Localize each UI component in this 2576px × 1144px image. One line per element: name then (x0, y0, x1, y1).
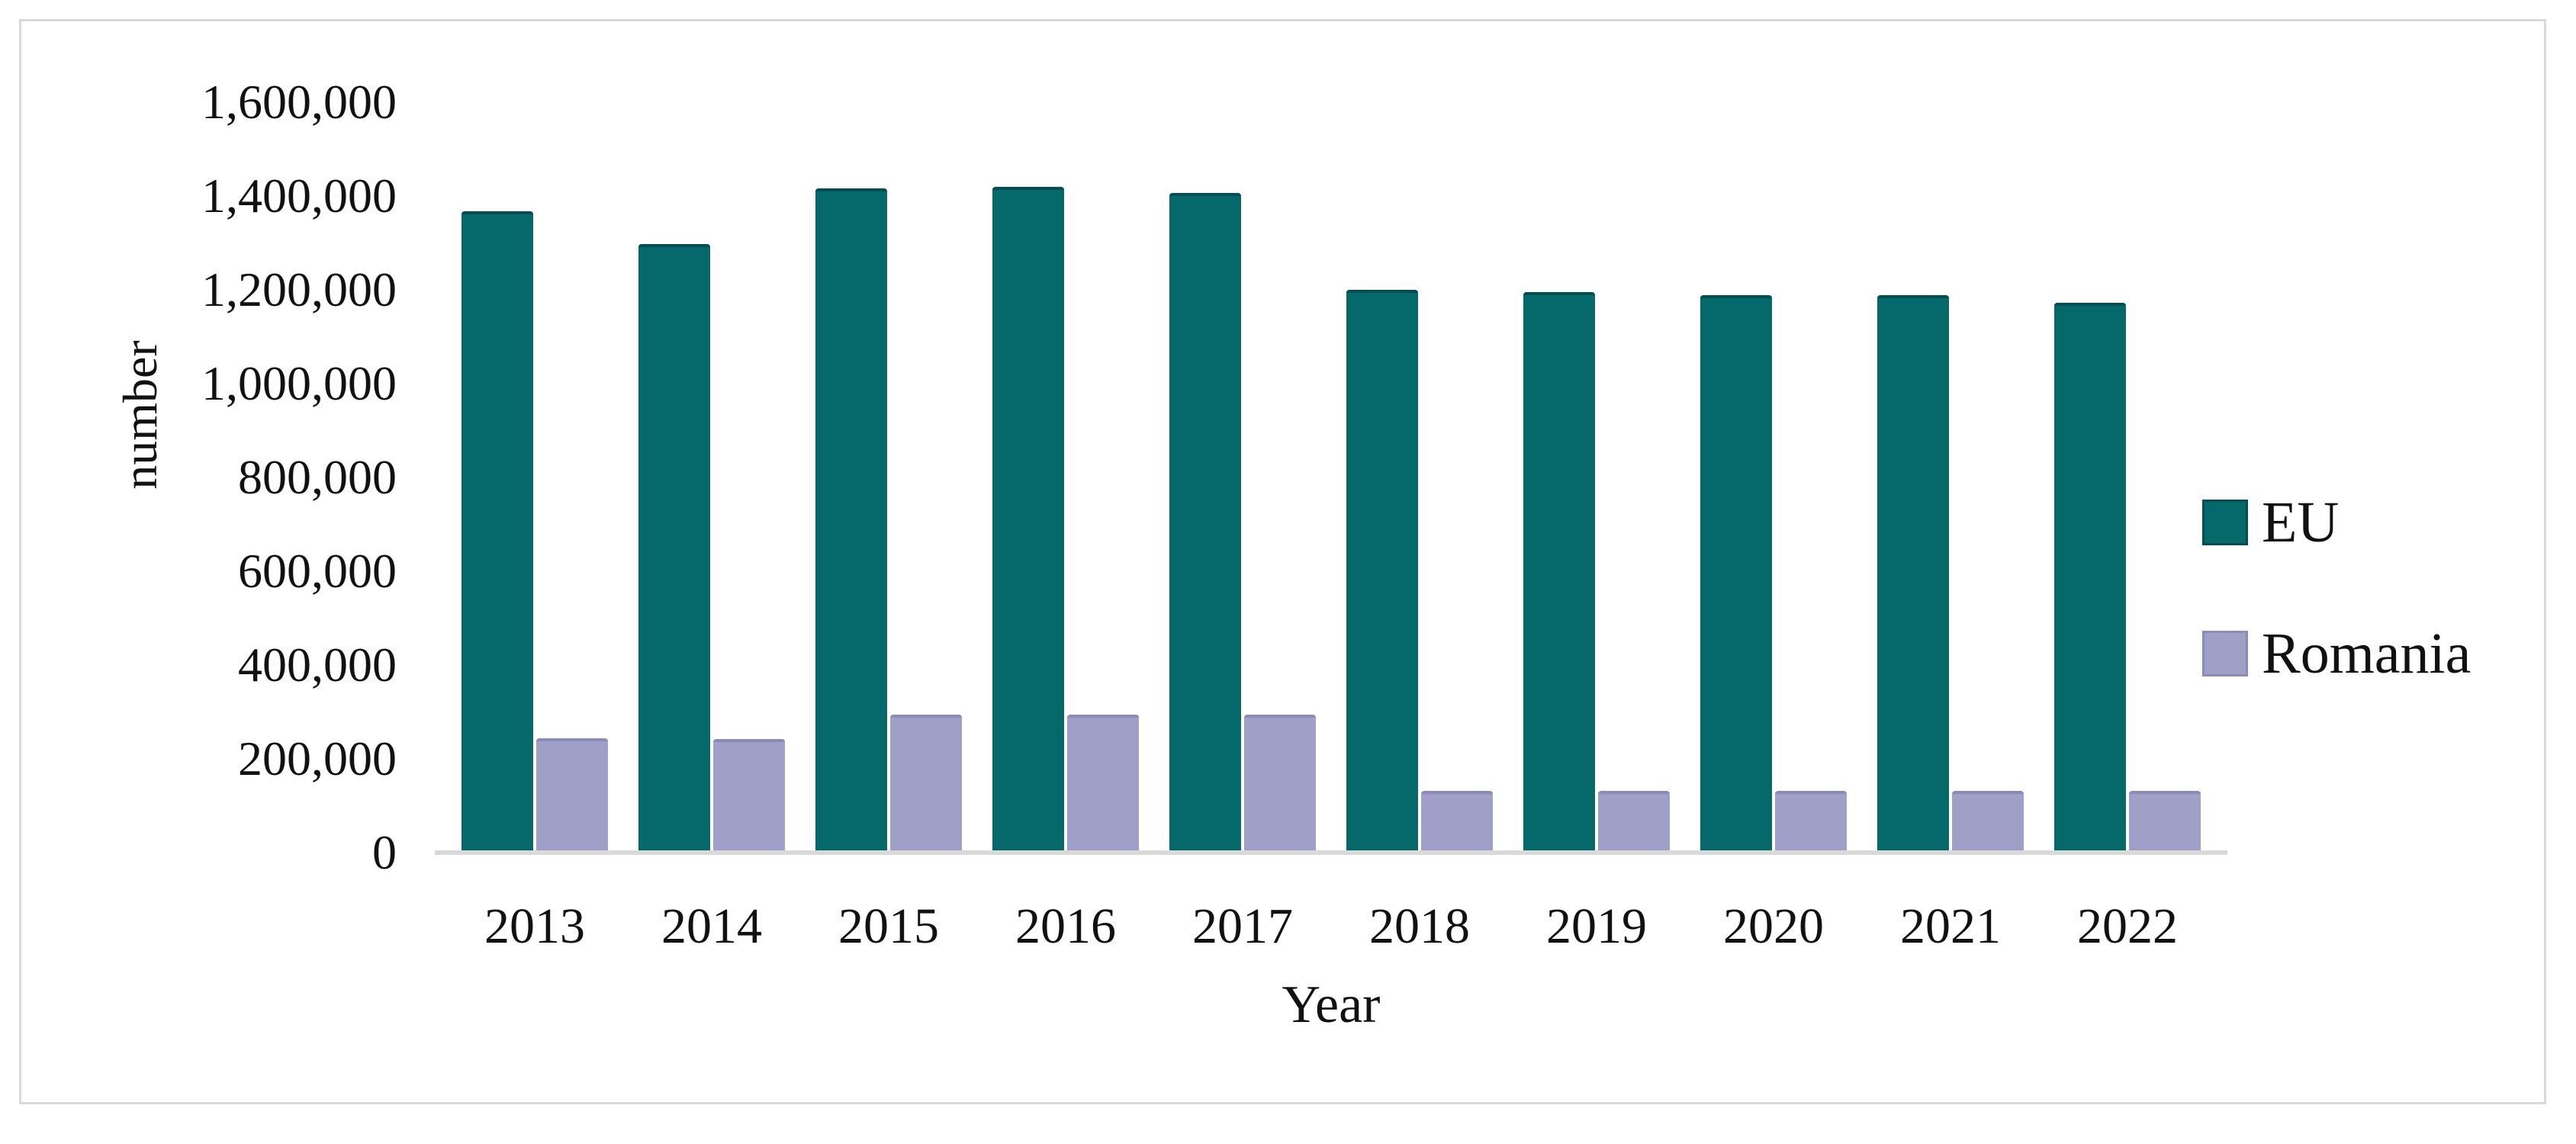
x-axis-line (435, 850, 2227, 855)
bar-group-2022 (2039, 102, 2216, 853)
bar-group-2014 (623, 102, 800, 853)
bar-romania-2021 (1952, 791, 2024, 853)
x-tick-label-2018: 2018 (1369, 898, 1470, 954)
bar-romania-2015 (890, 715, 962, 853)
legend: EU Romania (2202, 493, 2471, 683)
bar-eu-2017 (1169, 193, 1241, 853)
bar-romania-2013 (536, 738, 608, 853)
bar-romania-2016 (1067, 715, 1139, 853)
bar-group-2015 (800, 102, 977, 853)
x-tick-label-2021: 2021 (1900, 898, 2001, 954)
x-axis-title: Year (1282, 975, 1381, 1034)
bar-group-2016 (977, 102, 1154, 853)
legend-swatch-eu (2202, 500, 2248, 545)
bar-romania-2014 (713, 739, 785, 853)
bar-eu-2021 (1877, 295, 1949, 853)
bar-romania-2017 (1244, 715, 1316, 853)
y-tick-label: 1,000,000 (201, 356, 397, 410)
y-tick-label: 200,000 (238, 731, 397, 786)
x-tick-label-2022: 2022 (2077, 898, 2178, 954)
x-tick-label-2013: 2013 (484, 898, 585, 954)
bar-eu-2022 (2054, 303, 2126, 853)
x-tick-label-2019: 2019 (1546, 898, 1647, 954)
y-tick-label: 1,400,000 (201, 169, 397, 223)
bar-romania-2019 (1598, 791, 1670, 853)
y-tick-label: 1,600,000 (201, 75, 397, 129)
bar-romania-2020 (1775, 791, 1847, 853)
bar-group-2019 (1508, 102, 1685, 853)
legend-label-eu: EU (2262, 490, 2340, 554)
x-tick-label-2015: 2015 (838, 898, 939, 954)
legend-swatch-romania (2202, 631, 2248, 676)
y-tick-label: 0 (372, 825, 397, 879)
y-tick-label: 1,200,000 (201, 262, 397, 317)
bar-eu-2018 (1346, 290, 1418, 853)
x-tick-label-2014: 2014 (661, 898, 762, 954)
bar-eu-2014 (638, 244, 710, 853)
bar-eu-2019 (1523, 292, 1595, 853)
bar-eu-2020 (1700, 295, 1772, 853)
bar-group-2013 (446, 102, 623, 853)
legend-item-eu: EU (2202, 493, 2471, 551)
bar-eu-2016 (992, 187, 1064, 853)
bar-group-2017 (1154, 102, 1331, 853)
bar-group-2018 (1331, 102, 1508, 853)
bar-group-2020 (1685, 102, 1862, 853)
y-tick-label: 800,000 (238, 450, 397, 504)
legend-label-romania: Romania (2262, 622, 2471, 686)
x-tick-label-2017: 2017 (1192, 898, 1293, 954)
bar-eu-2015 (815, 188, 887, 853)
x-tick-label-2016: 2016 (1015, 898, 1116, 954)
y-tick-label: 400,000 (238, 638, 397, 692)
bar-romania-2022 (2129, 791, 2201, 853)
bar-group-2021 (1862, 102, 2039, 853)
bar-eu-2013 (461, 211, 533, 853)
bar-romania-2018 (1421, 791, 1493, 853)
x-tick-label-2020: 2020 (1723, 898, 1824, 954)
y-tick-label: 600,000 (238, 544, 397, 598)
legend-item-romania: Romania (2202, 625, 2471, 683)
